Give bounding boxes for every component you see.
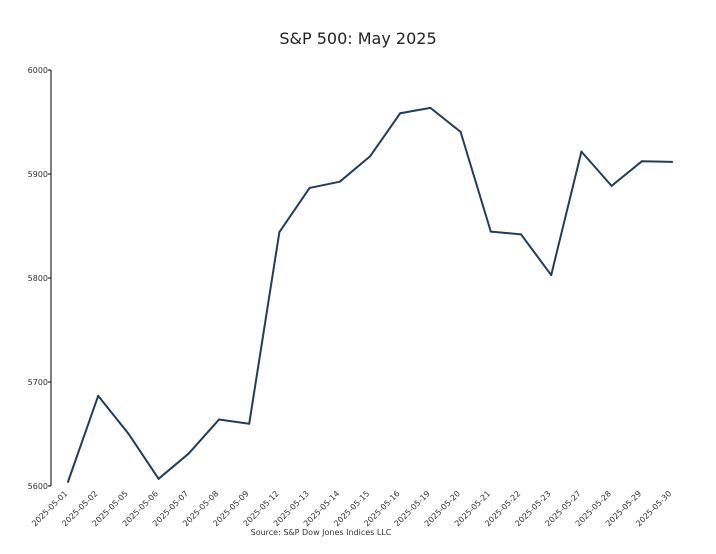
data-point — [187, 452, 190, 455]
data-point — [157, 477, 160, 480]
y-tick-label: 5700 — [28, 378, 48, 387]
source-note: Source: S&P Dow Jones Indices LLC — [251, 528, 392, 537]
series-line-sp500 — [67, 106, 673, 483]
data-point — [610, 184, 613, 187]
data-point — [520, 233, 522, 236]
data-point — [369, 155, 371, 158]
data-point — [459, 130, 462, 133]
data-point — [278, 231, 281, 234]
data-point — [399, 112, 402, 115]
y-tick-label: 5800 — [28, 274, 48, 283]
data-points — [67, 106, 673, 483]
data-point — [308, 186, 311, 189]
y-tick-label: 6000 — [28, 66, 48, 75]
data-point — [218, 418, 220, 421]
data-point — [67, 480, 69, 483]
data-point — [489, 230, 492, 233]
data-point — [338, 180, 341, 183]
data-point — [97, 394, 100, 397]
data-point — [580, 150, 583, 153]
y-tick-label: 5900 — [28, 170, 48, 179]
y-axis-ticks: 5600 5700 5800 5900 6000 — [28, 66, 51, 491]
data-point — [248, 422, 251, 425]
chart-title: S&P 500: May 2025 — [279, 29, 436, 48]
data-point — [550, 274, 553, 277]
data-point — [640, 160, 643, 163]
y-tick-label: 5600 — [28, 482, 48, 491]
data-point — [429, 106, 432, 109]
x-axis-ticks: 2025-05-012025-05-022025-05-052025-05-06… — [30, 489, 673, 528]
data-point — [671, 160, 673, 163]
data-point — [127, 432, 130, 435]
